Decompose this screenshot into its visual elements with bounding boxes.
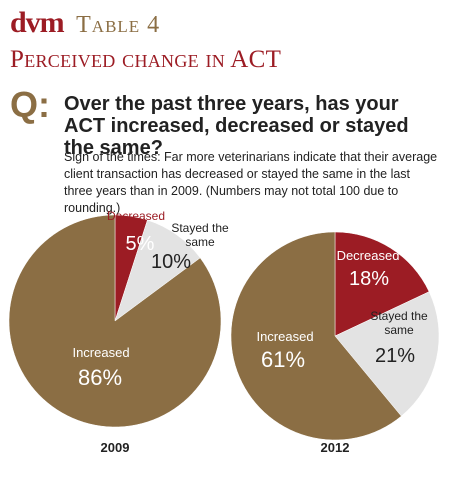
pie-slice-2012-stayed-the-same bbox=[334, 291, 440, 417]
slice-label-2009-decreased: Decreased bbox=[107, 209, 165, 223]
question-text: Over the past three years, has your ACT … bbox=[64, 93, 409, 159]
slice-label-2009-stayed-the-same: Stayed the bbox=[171, 221, 229, 235]
pie-slice-2012-decreased bbox=[334, 231, 430, 337]
brand-logo: dvm bbox=[10, 6, 65, 39]
slice-label-2009-increased: Increased bbox=[72, 345, 129, 360]
header: dvm Table 4 bbox=[10, 6, 160, 40]
pie-slice-2012-increased bbox=[230, 231, 402, 441]
chart-title-2012: 2012 bbox=[321, 440, 350, 455]
slice-value-2009-stayed-the-same: 10% bbox=[151, 251, 191, 273]
page-title: Perceived change in ACT bbox=[10, 46, 282, 73]
slice-label-2012-stayed-the-same: Stayed the bbox=[370, 309, 428, 323]
slice-value-2012-stayed-the-same: 21% bbox=[375, 345, 415, 367]
slice-value-2012-decreased: 18% bbox=[349, 268, 389, 290]
pie-slice-2009-increased bbox=[8, 214, 222, 428]
slice-value-2009-decreased: 5% bbox=[126, 233, 155, 255]
table-label: Table 4 bbox=[76, 12, 161, 38]
slice-label-2012-stayed-the-same: same bbox=[384, 323, 414, 337]
slice-value-2009-increased: 86% bbox=[78, 365, 122, 390]
slice-label-2012-decreased: Decreased bbox=[337, 248, 400, 263]
slice-label-2009-stayed-the-same: same bbox=[185, 235, 215, 249]
chart-description: Sign of the times: Far more veterinarian… bbox=[64, 150, 438, 215]
chart-title-2009: 2009 bbox=[101, 440, 130, 455]
question-mark-label: Q: bbox=[10, 84, 50, 125]
slice-label-2012-increased: Increased bbox=[256, 329, 313, 344]
slice-value-2012-increased: 61% bbox=[261, 347, 305, 372]
